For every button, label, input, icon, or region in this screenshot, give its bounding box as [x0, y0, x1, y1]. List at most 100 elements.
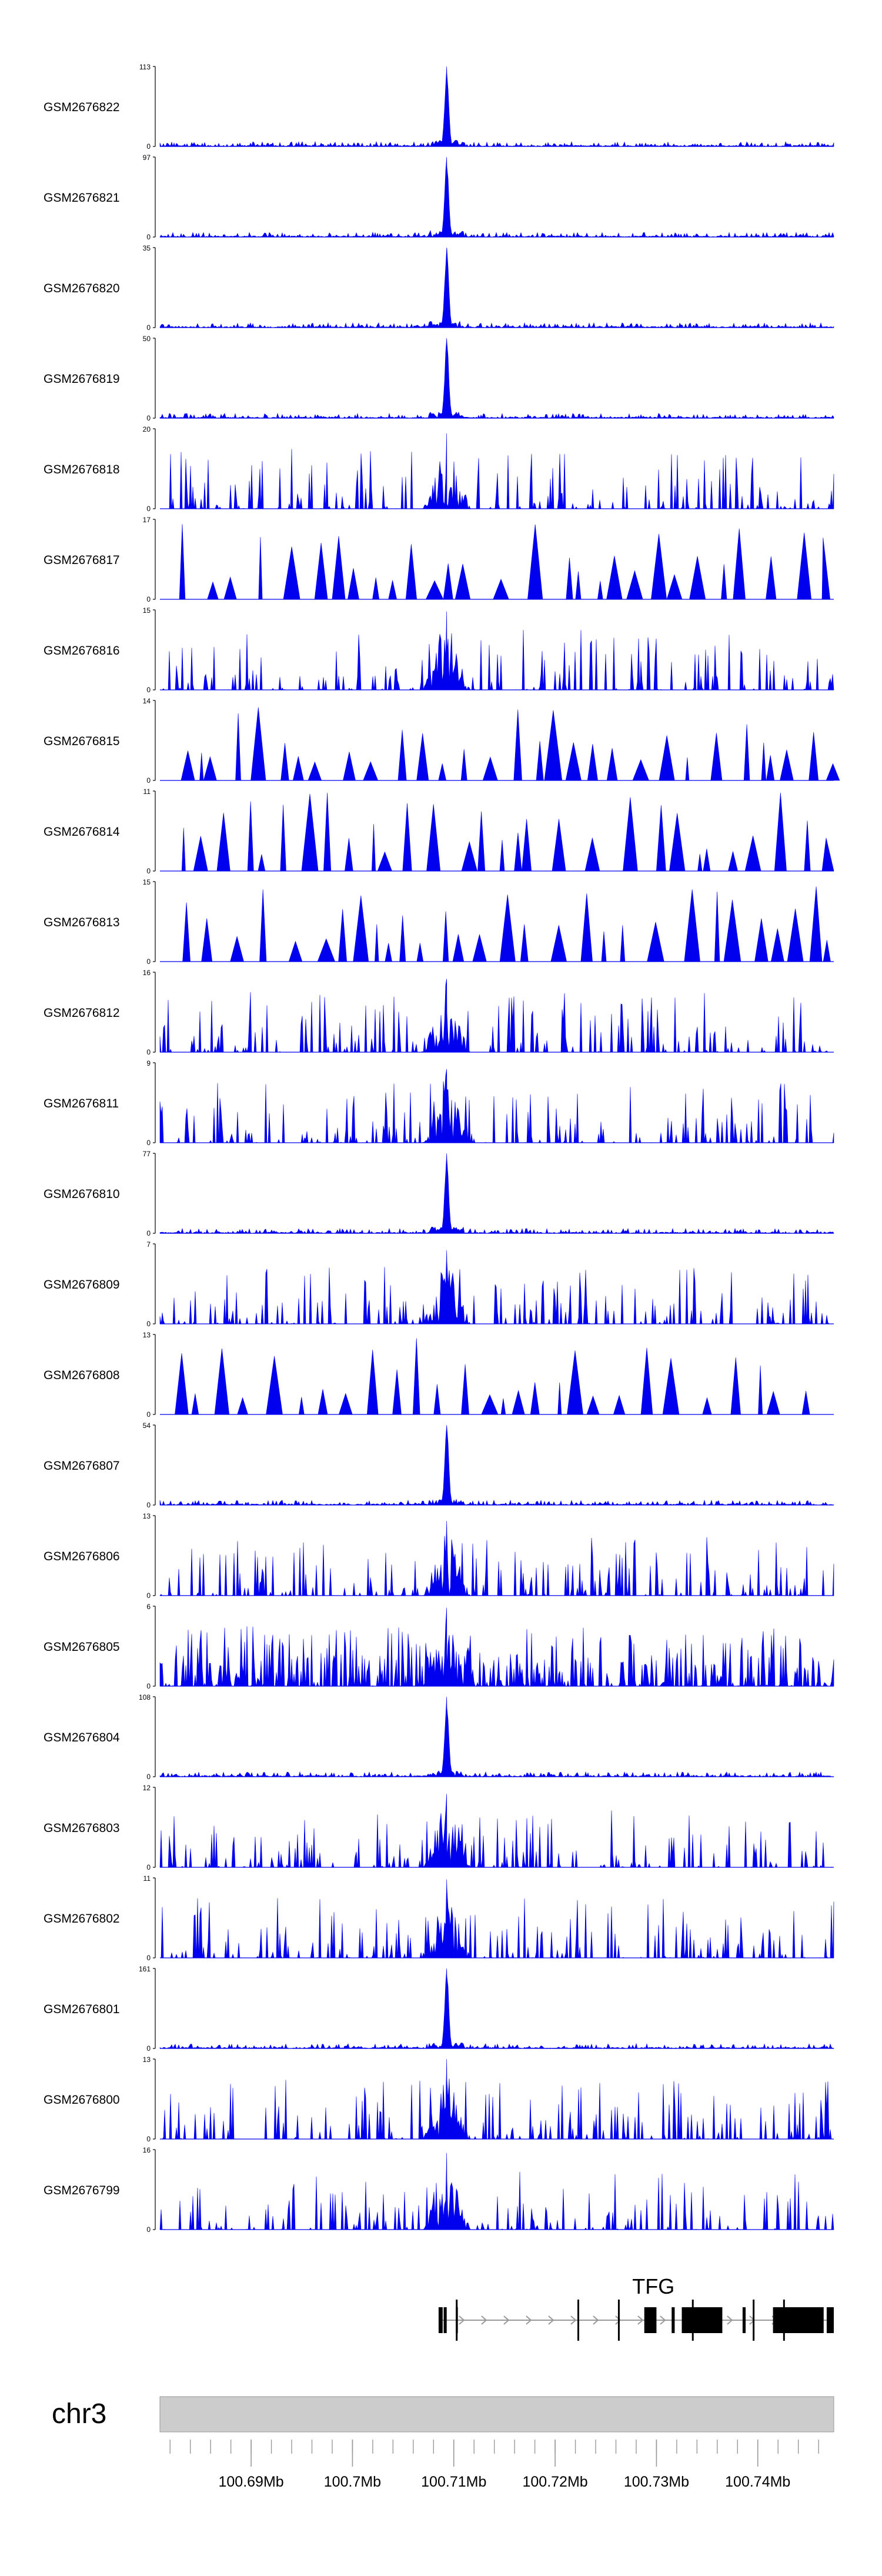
chromosome-label: chr3: [52, 2398, 106, 2430]
tick-label: 100.72Mb: [522, 2474, 587, 2490]
track-label: GSM2676800: [44, 2093, 120, 2107]
y-axis-max-label: 161: [139, 1965, 151, 1973]
y-axis-min-label: 0: [146, 1139, 151, 1147]
gene-exon: [443, 2307, 447, 2333]
y-axis-min-label: 0: [146, 414, 151, 422]
track-label: GSM2676811: [44, 1097, 119, 1110]
track-GSM2676821: GSM2676821 97 0: [44, 154, 834, 241]
gene-name-label: TFG: [632, 2274, 674, 2298]
genome-axis-track: chr3 100.69Mb 100.7Mb 100.71Mb 100.72Mb 100.…: [52, 2396, 834, 2490]
y-axis-min-label: 0: [146, 1591, 151, 1600]
y-axis-min-label: 0: [146, 505, 151, 513]
track-label: GSM2676813: [44, 916, 120, 929]
track-GSM2676819: GSM2676819 50 0: [44, 335, 834, 422]
y-axis-max-label: 9: [146, 1059, 151, 1067]
gene-exon: [577, 2300, 580, 2341]
track-GSM2676814: GSM2676814 11 0: [44, 788, 834, 875]
track-label: GSM2676821: [44, 191, 120, 205]
track-GSM2676815: GSM2676815 14 0: [44, 697, 840, 785]
gene-exon: [671, 2307, 675, 2333]
tick-label: 100.7Mb: [324, 2474, 381, 2490]
strand-chevron: [526, 2315, 532, 2325]
track-label: GSM2676814: [44, 825, 120, 839]
track-label: GSM2676818: [44, 463, 120, 476]
y-axis-max-label: 50: [143, 335, 151, 343]
signal-area: [159, 66, 834, 147]
track-label: GSM2676799: [44, 2184, 120, 2197]
y-axis-min-label: 0: [146, 1410, 151, 1419]
y-axis-min-label: 0: [146, 1773, 151, 1781]
y-axis-min-label: 0: [146, 686, 151, 694]
y-axis-max-label: 108: [139, 1693, 151, 1701]
y-axis-min-label: 0: [146, 776, 151, 785]
tick-label: 100.74Mb: [725, 2474, 790, 2490]
y-axis-min-label: 0: [146, 2225, 151, 2234]
y-axis-min-label: 0: [146, 2135, 151, 2143]
track-GSM2676801: GSM2676801 161 0: [44, 1965, 834, 2053]
signal-area: [172, 524, 831, 600]
gene-exon: [644, 2307, 657, 2333]
tick-label: 100.73Mb: [624, 2474, 689, 2490]
gene-exon: [438, 2307, 443, 2333]
track-label: GSM2676812: [44, 1006, 120, 1020]
strand-chevron: [727, 2315, 733, 2325]
track-GSM2676818: GSM2676818 20 0: [44, 425, 834, 513]
signal-area: [160, 1879, 834, 1959]
gene-exon: [773, 2307, 824, 2333]
y-axis-max-label: 6: [146, 1603, 151, 1611]
y-axis-max-label: 17: [143, 516, 151, 524]
track-GSM2676820: GSM2676820 35 0: [44, 244, 834, 332]
track-GSM2676804: GSM2676804 108 0: [44, 1693, 834, 1781]
y-axis-max-label: 15: [143, 878, 151, 886]
y-axis-min-label: 0: [146, 142, 151, 151]
tick-label: 100.71Mb: [421, 2474, 486, 2490]
gene-exon: [826, 2307, 834, 2333]
track-label: GSM2676807: [44, 1459, 120, 1473]
y-axis-max-label: 97: [143, 154, 151, 162]
data-tracks: GSM26768221130GSM2676821970GSM2676820350…: [44, 63, 840, 2234]
y-axis-max-label: 13: [143, 1331, 151, 1339]
y-axis-min-label: 0: [146, 233, 151, 241]
signal-area: [159, 1424, 834, 1506]
track-label: GSM2676820: [44, 282, 120, 295]
track-GSM2676822: GSM2676822 113 0: [44, 63, 834, 151]
track-label: GSM2676805: [44, 1640, 120, 1654]
strand-chevron: [615, 2315, 622, 2325]
gene-exon: [753, 2300, 755, 2341]
strand-chevron: [570, 2315, 577, 2325]
gene-exons: [438, 2300, 834, 2341]
track-label: GSM2676809: [44, 1278, 120, 1292]
y-axis-max-label: 13: [143, 2056, 151, 2064]
y-axis-max-label: 13: [143, 1512, 151, 1520]
track-label: GSM2676817: [44, 553, 120, 567]
strand-chevron: [503, 2315, 510, 2325]
y-axis-min-label: 0: [146, 957, 151, 966]
track-label: GSM2676806: [44, 1550, 120, 1563]
gene-exon: [691, 2300, 694, 2341]
track-GSM2676811: GSM2676811 9 0: [44, 1059, 834, 1147]
y-axis-max-label: 54: [143, 1422, 151, 1430]
gene-exon: [617, 2300, 620, 2341]
track-GSM2676810: GSM2676810 77 0: [44, 1150, 834, 1237]
y-axis-max-label: 35: [143, 244, 151, 252]
track-GSM2676799: GSM2676799 16 0: [44, 2146, 834, 2234]
y-axis-min-label: 0: [146, 867, 151, 875]
strand-chevron: [481, 2315, 487, 2325]
y-axis-max-label: 113: [139, 63, 151, 71]
track-GSM2676807: GSM2676807 54 0: [44, 1422, 834, 1509]
track-label: GSM2676804: [44, 1731, 120, 1744]
chromosome-ideogram: [159, 2396, 834, 2432]
track-GSM2676812: GSM2676812 16 0: [44, 969, 834, 1056]
genome-axis-ticks: 100.69Mb 100.7Mb 100.71Mb 100.72Mb 100.73Mb 1…: [169, 2440, 819, 2490]
y-axis-max-label: 16: [143, 2146, 151, 2154]
track-label: GSM2676808: [44, 1369, 120, 1382]
strand-chevron: [637, 2315, 644, 2325]
y-axis-min-label: 0: [146, 2044, 151, 2053]
signal-area: [159, 338, 834, 419]
gene-exon: [783, 2300, 785, 2341]
gene-exon: [681, 2307, 723, 2333]
signal-area: [159, 1250, 834, 1324]
y-axis-max-label: 14: [143, 697, 151, 705]
y-axis-max-label: 11: [143, 788, 151, 796]
